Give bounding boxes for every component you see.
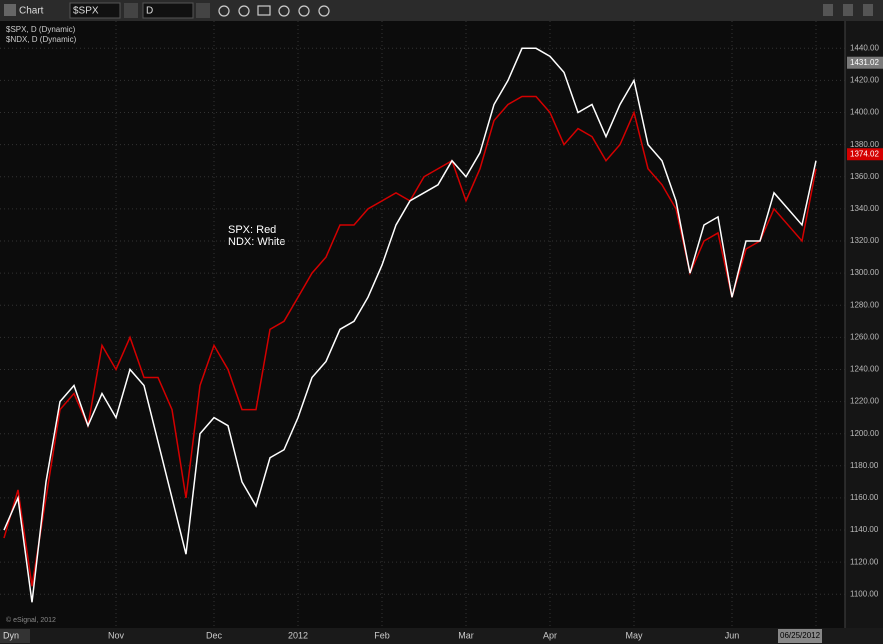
x-tick-label: Mar: [458, 630, 474, 640]
y-tick-label: 1140.00: [850, 525, 879, 534]
chart-icon: [4, 4, 16, 16]
y-tick-label: 1440.00: [850, 43, 879, 52]
y-tick-label: 1340.00: [850, 204, 879, 213]
tool-icon[interactable]: [318, 5, 330, 17]
corner-box[interactable]: [0, 629, 30, 643]
price-tag-label: 1374.02: [850, 149, 879, 158]
y-tick-label: 1120.00: [850, 557, 879, 566]
tool-icon[interactable]: [257, 5, 271, 16]
interval[interactable]: D: [146, 6, 153, 17]
y-tick-label: 1360.00: [850, 172, 879, 181]
price-tag-label: 1431.02: [850, 58, 879, 67]
cursor-date: 06/25/2012: [780, 631, 821, 640]
toolbar-title: Chart: [19, 6, 44, 17]
window-button[interactable]: [843, 4, 853, 16]
tool-icon[interactable]: [298, 5, 310, 17]
y-tick-label: 1100.00: [850, 589, 879, 598]
interval-box[interactable]: [142, 2, 194, 19]
x-tick-label: Dec: [206, 630, 223, 640]
y-tick-label: 1220.00: [850, 397, 879, 406]
annotation: NDX: White: [228, 236, 285, 248]
legend-entry: $SPX, D (Dynamic): [6, 25, 76, 34]
y-tick-label: 1420.00: [850, 76, 879, 85]
copyright: © eSignal, 2012: [6, 616, 56, 624]
tool-icon[interactable]: [218, 5, 230, 17]
interval-button[interactable]: [196, 3, 210, 18]
x-tick-label: Jun: [725, 630, 740, 640]
series-line: [3, 47, 817, 603]
x-tick-label: Nov: [108, 630, 125, 640]
tool-icon[interactable]: [278, 5, 290, 17]
y-tick-label: 1380.00: [850, 140, 879, 149]
y-tick-label: 1180.00: [850, 461, 879, 470]
y-axis-panel: [845, 21, 883, 628]
tool-icon[interactable]: [238, 5, 250, 17]
y-tick-label: 1260.00: [850, 332, 879, 341]
symbol[interactable]: $SPX: [73, 6, 99, 17]
window-button[interactable]: [863, 4, 873, 16]
y-tick-label: 1160.00: [850, 493, 879, 502]
x-tick-label: Feb: [374, 630, 390, 640]
y-tick-label: 1320.00: [850, 236, 879, 245]
y-tick-label: 1300.00: [850, 268, 879, 277]
y-tick-label: 1240.00: [850, 365, 879, 374]
symbol-button[interactable]: [124, 3, 138, 18]
annotation: SPX: Red: [228, 224, 276, 236]
toolbar: [0, 0, 883, 21]
cursor-date-box: [778, 629, 822, 643]
x-tick-label: May: [625, 630, 643, 640]
window-button[interactable]: [823, 4, 833, 16]
y-tick-label: 1280.00: [850, 300, 879, 309]
y-tick-label: 1200.00: [850, 429, 879, 438]
y-tick-label: 1400.00: [850, 108, 879, 117]
price-tag: [847, 148, 883, 161]
x-axis-panel: [0, 628, 883, 644]
x-tick-label: 2012: [288, 630, 308, 640]
corner-label[interactable]: Dyn: [3, 630, 19, 640]
price-tag: [847, 56, 883, 69]
symbol-box[interactable]: [69, 2, 121, 19]
legend-entry: $NDX, D (Dynamic): [6, 35, 77, 44]
x-tick-label: Apr: [543, 630, 557, 640]
